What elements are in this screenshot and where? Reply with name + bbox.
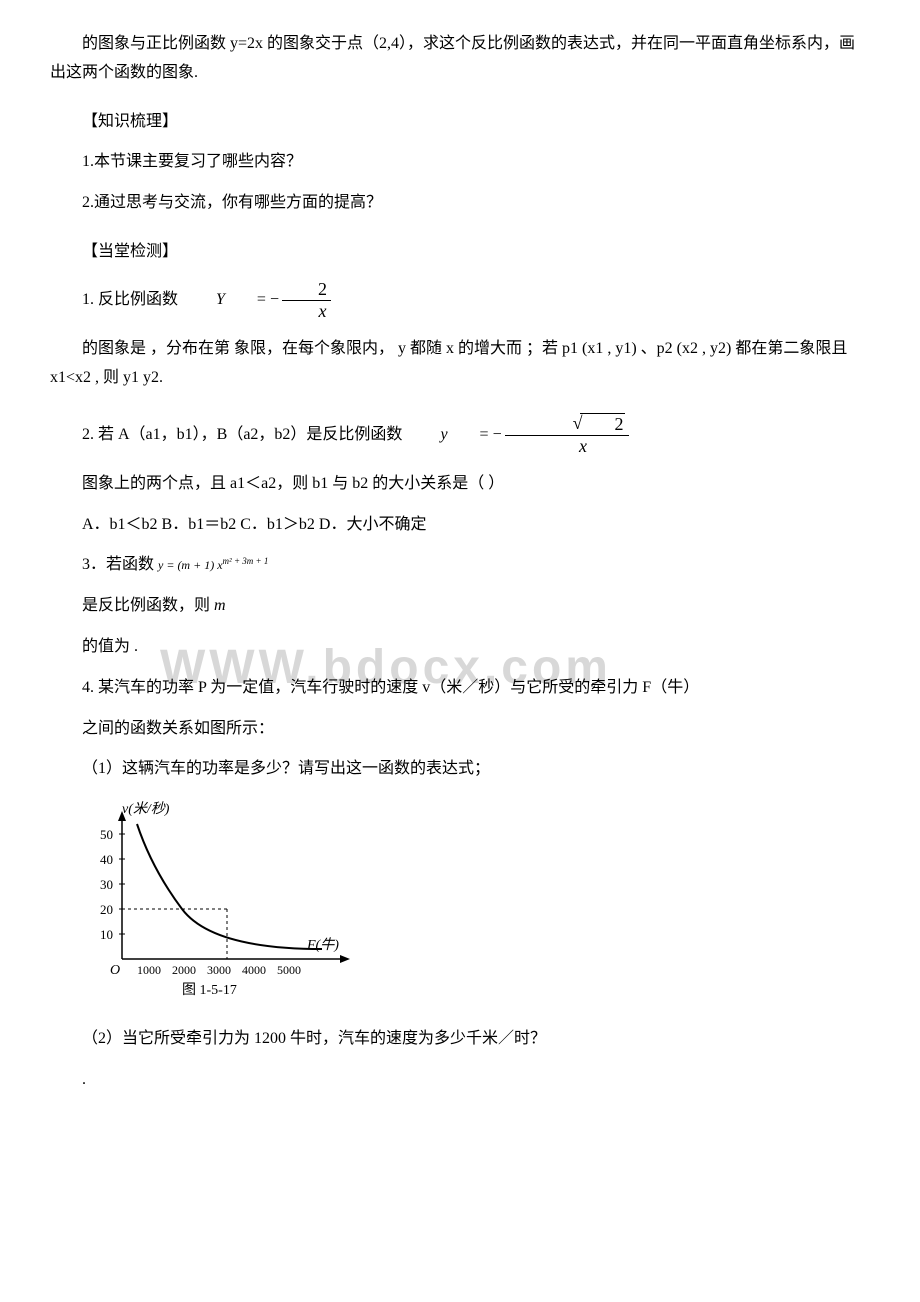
xtick-1000: 1000 — [137, 963, 161, 977]
item2-prefix: 2. 若 A（a1，b1），B（a2，b2）是反比例函数 — [50, 421, 402, 450]
chart-xlabel: F(牛) — [306, 937, 339, 953]
ytick-30: 30 — [100, 877, 113, 892]
chart-ylabel: v(米/秒) — [122, 801, 170, 817]
test-item-2: 2. 若 A（a1，b1），B（a2，b2）是反比例函数 y = − √ 2 x — [50, 413, 870, 458]
ytick-40: 40 — [100, 852, 113, 867]
item3-prefix: 3．若函数 — [82, 556, 158, 573]
item1-formula: Y = − 2 x — [184, 279, 334, 323]
document-content: 的图象与正比例函数 y=2x 的图象交于点（2,4），求这个反比例函数的表达式，… — [50, 30, 870, 1095]
item4-q1: （1）这辆汽车的功率是多少？请写出这一函数的表达式； — [50, 755, 870, 784]
item4-q2: （2）当它所受牵引力为 1200 牛时，汽车的速度为多少千米／时？ — [50, 1025, 870, 1054]
item3-line2-text: 是反比例函数，则 — [82, 597, 210, 614]
item2-eq: = − — [448, 421, 502, 450]
item3-m: m — [214, 597, 226, 614]
item1-eq: = − — [225, 286, 279, 315]
xtick-4000: 4000 — [242, 963, 266, 977]
section-test-title: 【当堂检测】 — [50, 238, 870, 267]
item3-formula: y = (m + 1) xm² + 3m + 1 — [158, 558, 268, 572]
item4-p2: 之间的函数关系如图所示： — [50, 715, 870, 744]
item1-Y: Y — [184, 286, 225, 315]
xtick-3000: 3000 — [207, 963, 231, 977]
item2-den: x — [543, 436, 591, 458]
xtick-5000: 5000 — [277, 963, 301, 977]
item1-num: 2 — [282, 279, 331, 302]
item1-fraction: 2 x — [282, 279, 331, 323]
item3-exp: m² + 3m + 1 — [223, 556, 269, 566]
item2-num: √ 2 — [505, 413, 630, 437]
item2-line2: 图象上的两个点，且 a1＜a2，则 b1 与 b2 的大小关系是（ ） — [50, 470, 870, 499]
item4-p1: 4. 某汽车的功率 P 为一定值，汽车行驶时的速度 v（米／秒）与它所受的牵引力… — [50, 674, 870, 703]
item2-y: y — [408, 421, 447, 450]
section-knowledge-title: 【知识梳理】 — [50, 108, 870, 137]
chart-caption: 图 1-5-17 — [182, 983, 237, 998]
item1-prefix: 1. 反比例函数 — [50, 286, 178, 315]
item2-formula: y = − √ 2 x — [408, 413, 632, 458]
item3-formula-base: y = (m + 1) x — [158, 558, 223, 572]
item3-line3: 的值为 . — [50, 633, 870, 662]
chart-figure: v(米/秒) 50 40 30 20 10 O — [82, 799, 870, 1010]
knowledge-q2: 2.通过思考与交流，你有哪些方面的提高？ — [50, 189, 870, 218]
ytick-50: 50 — [100, 827, 113, 842]
chart-svg: v(米/秒) 50 40 30 20 10 O — [82, 799, 362, 999]
ytick-20: 20 — [100, 902, 113, 917]
xtick-2000: 2000 — [172, 963, 196, 977]
item1-desc: 的图象是 ，分布在第 象限，在每个象限内， y 都随 x 的增大而 ；若 p1 … — [50, 335, 870, 393]
item2-options: A．b1＜b2 B．b1＝b2 C．b1＞b2 D．大小不确定 — [50, 511, 870, 540]
sqrt-sign: √ — [541, 413, 583, 435]
intro-paragraph: 的图象与正比例函数 y=2x 的图象交于点（2,4），求这个反比例函数的表达式，… — [50, 30, 870, 88]
sqrt-val: 2 — [580, 413, 625, 436]
item1-den: x — [282, 301, 330, 323]
ytick-10: 10 — [100, 927, 113, 942]
chart-origin: O — [110, 963, 120, 978]
item3-line2: 是反比例函数，则 m — [50, 592, 870, 621]
test-item-1: 1. 反比例函数 Y = − 2 x — [50, 279, 870, 323]
item2-fraction: √ 2 x — [505, 413, 630, 458]
trailing-dot: . — [50, 1066, 870, 1095]
test-item-3: 3．若函数 y = (m + 1) xm² + 3m + 1 — [50, 551, 870, 580]
knowledge-q1: 1.本节课主要复习了哪些内容？ — [50, 148, 870, 177]
